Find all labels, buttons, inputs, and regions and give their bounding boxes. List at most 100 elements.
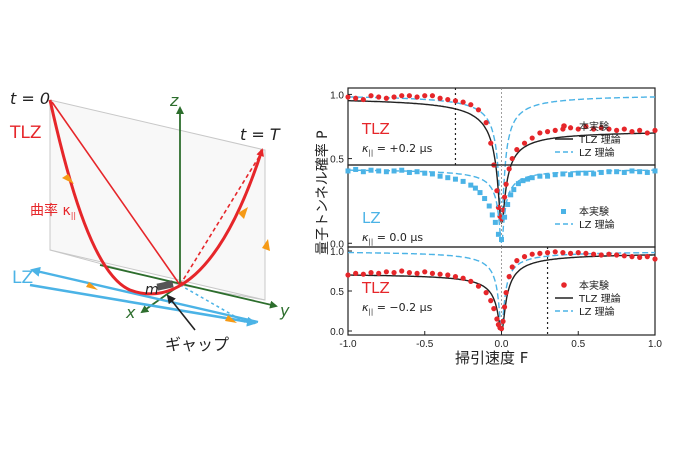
data-point bbox=[552, 249, 558, 255]
data-point bbox=[514, 147, 520, 153]
t0-label: t = 0 bbox=[10, 89, 50, 108]
data-point bbox=[568, 172, 574, 178]
data-point bbox=[482, 196, 488, 202]
data-point bbox=[472, 185, 478, 191]
legend-marker bbox=[561, 209, 566, 214]
kappa-label: κ|| = 0.0 μs bbox=[362, 231, 423, 246]
data-point bbox=[360, 96, 366, 103]
data-point bbox=[406, 270, 412, 276]
data-point bbox=[468, 102, 474, 108]
data-point bbox=[500, 207, 506, 213]
data-point bbox=[495, 231, 501, 237]
y-axis-title: 量子トンネル確率 P bbox=[314, 130, 331, 255]
data-point bbox=[399, 93, 405, 99]
data-point bbox=[606, 169, 612, 175]
data-point bbox=[406, 169, 412, 175]
data-point bbox=[637, 254, 643, 260]
legend-text: 本実験 bbox=[579, 205, 609, 218]
panel-label: TLZ bbox=[361, 120, 390, 138]
data-point bbox=[511, 187, 517, 193]
data-point bbox=[614, 252, 620, 258]
data-point bbox=[494, 188, 500, 194]
data-point bbox=[652, 256, 658, 262]
kappa-label: κ|| = −0.2 μs bbox=[362, 301, 433, 316]
x-tick-label: 1.0 bbox=[648, 339, 662, 350]
data-point bbox=[560, 171, 566, 177]
data-point bbox=[500, 318, 506, 324]
orange-arrow-icon bbox=[62, 174, 74, 184]
data-point bbox=[391, 168, 397, 174]
data-point bbox=[383, 95, 389, 101]
data-point bbox=[644, 169, 650, 175]
data-point bbox=[383, 169, 389, 175]
kappa-label: κ|| = +0.2 μs bbox=[362, 142, 433, 157]
data-point bbox=[509, 155, 515, 162]
data-point bbox=[353, 95, 359, 101]
data-point bbox=[422, 170, 428, 176]
tlz-curve bbox=[48, 99, 264, 296]
tlz-vector-tT bbox=[179, 151, 263, 286]
data-point bbox=[537, 130, 543, 136]
data-point bbox=[376, 168, 382, 174]
data-point bbox=[545, 173, 551, 179]
data-point bbox=[488, 298, 494, 304]
y-tick-label: 1.0 bbox=[330, 247, 344, 258]
data-point bbox=[591, 126, 597, 132]
kappa-symbol: κ bbox=[362, 301, 369, 314]
gap-marker bbox=[156, 280, 174, 291]
data-point bbox=[437, 271, 443, 277]
data-point bbox=[353, 166, 359, 172]
data-point bbox=[345, 168, 351, 174]
data-point bbox=[383, 269, 389, 275]
y-tick-label: 0.5 bbox=[330, 287, 344, 298]
data-point bbox=[488, 140, 494, 146]
data-point bbox=[529, 175, 535, 181]
data-point bbox=[505, 202, 511, 208]
data-point bbox=[429, 270, 436, 276]
data-point bbox=[360, 271, 366, 277]
data-point bbox=[567, 250, 574, 256]
kappa-subscript: || bbox=[368, 149, 373, 157]
data-point bbox=[376, 270, 382, 276]
data-point bbox=[544, 129, 551, 135]
data-point bbox=[483, 290, 489, 296]
data-point bbox=[598, 125, 604, 131]
data-point bbox=[468, 278, 474, 284]
kappa-subscript: || bbox=[368, 308, 373, 316]
data-point bbox=[491, 306, 497, 312]
data-point bbox=[614, 169, 620, 175]
x-tick-label: -0.5 bbox=[416, 339, 434, 350]
data-point bbox=[575, 126, 581, 132]
kappa-subscript: || bbox=[368, 238, 373, 246]
data-point bbox=[345, 272, 351, 278]
data-point bbox=[486, 203, 492, 209]
data-point bbox=[414, 94, 420, 100]
kappa-value: = −0.2 μs bbox=[373, 301, 432, 314]
data-point bbox=[414, 270, 420, 276]
data-point bbox=[437, 173, 443, 179]
data-point bbox=[353, 270, 359, 276]
data-point bbox=[422, 93, 428, 99]
data-point bbox=[591, 171, 597, 177]
data-point bbox=[529, 135, 535, 141]
data-point bbox=[360, 169, 366, 175]
y-tick-label: 0.0 bbox=[330, 239, 344, 250]
x-tick-label: -1.0 bbox=[339, 339, 357, 350]
data-point bbox=[621, 169, 627, 175]
kappa-symbol: κ bbox=[362, 231, 369, 244]
data-point bbox=[483, 120, 489, 126]
orange-arrow-icon bbox=[86, 282, 98, 290]
legend-text: LZ 理論 bbox=[579, 305, 615, 318]
data-point bbox=[460, 178, 466, 184]
y-tick-label: 0.0 bbox=[330, 327, 344, 338]
data-point bbox=[591, 251, 597, 257]
tlz-diagram-label: TLZ bbox=[9, 123, 42, 143]
data-point bbox=[520, 178, 526, 184]
data-point bbox=[598, 252, 604, 258]
x-axis-label: x bbox=[125, 303, 136, 322]
